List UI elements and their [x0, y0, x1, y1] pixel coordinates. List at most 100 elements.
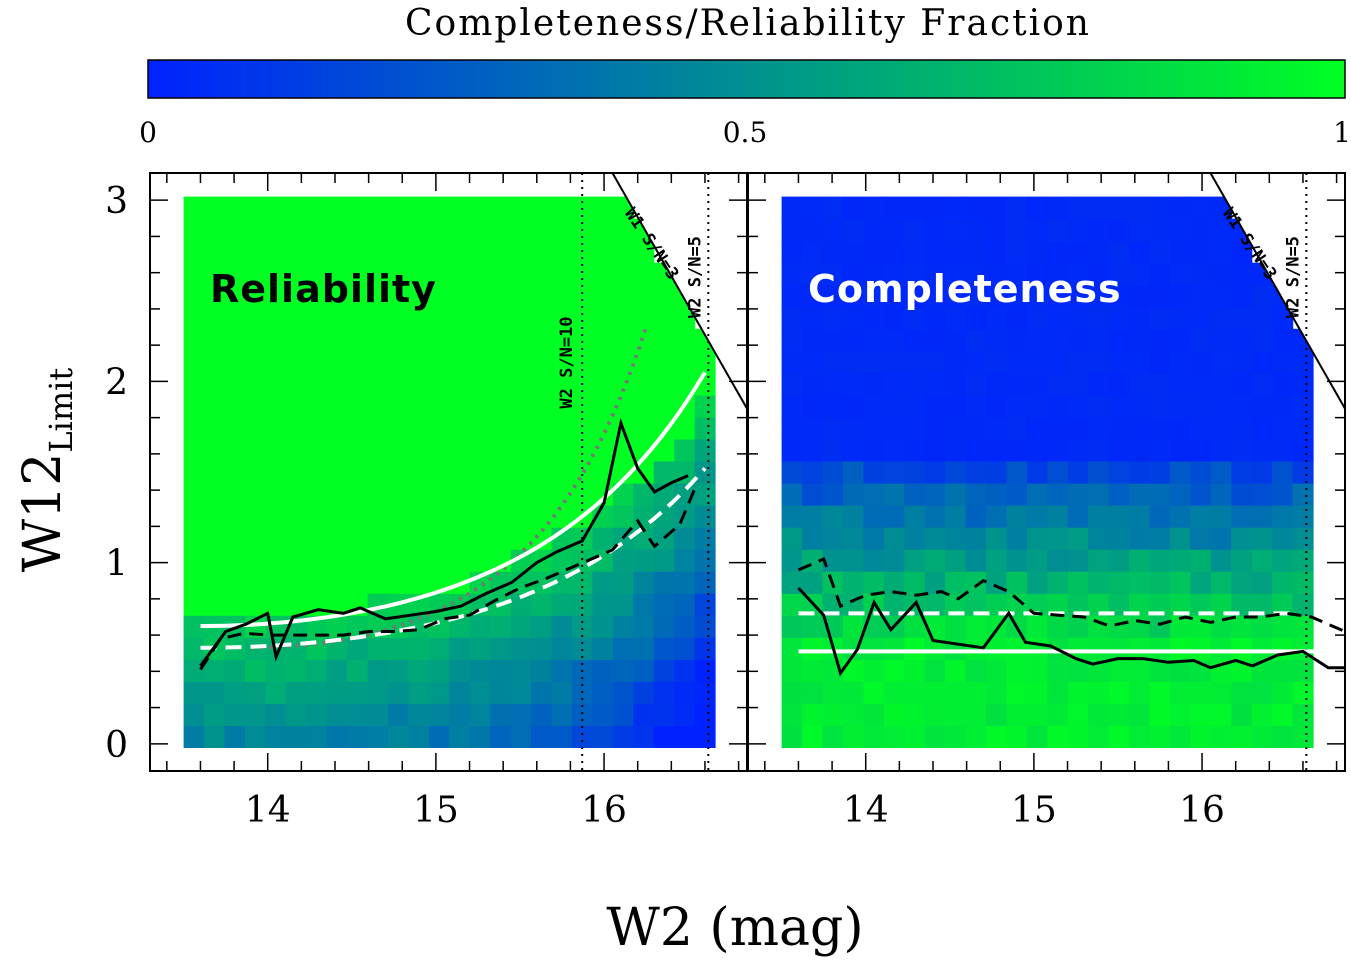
heatmap-cell	[674, 703, 696, 726]
heatmap-cell	[781, 549, 803, 572]
heatmap-cell	[245, 483, 266, 506]
heatmap-cell	[653, 571, 675, 594]
heatmap-cell	[265, 571, 287, 594]
heatmap-cell	[843, 438, 864, 462]
heatmap-cell	[843, 218, 864, 242]
heatmap-cell	[347, 328, 369, 352]
heatmap-cell	[883, 350, 905, 374]
heatmap-cell	[1231, 416, 1253, 440]
heatmap-cell	[428, 218, 450, 242]
heatmap-cell	[965, 350, 987, 374]
heatmap-cell	[245, 703, 266, 726]
heatmap-cell	[347, 659, 369, 682]
heatmap-cell	[183, 350, 205, 374]
heatmap-cell	[285, 306, 307, 330]
heatmap-cell	[1251, 394, 1273, 418]
heatmap-cell	[965, 681, 987, 704]
heatmap-cell	[326, 262, 348, 286]
heatmap-cell	[183, 461, 205, 484]
heatmap-cell	[1292, 483, 1314, 506]
heatmap-cell	[1088, 350, 1110, 374]
heatmap-cell	[285, 196, 307, 220]
heatmap-cell	[1251, 416, 1273, 440]
heatmap-cell	[347, 284, 369, 308]
heatmap-cell	[531, 725, 553, 748]
heatmap-cell	[1231, 240, 1253, 264]
heatmap-cell	[326, 218, 348, 242]
heatmap-cell	[1067, 483, 1089, 506]
heatmap-cell	[1067, 306, 1089, 330]
reliability-label: Reliability	[210, 267, 437, 311]
heatmap-cell	[1067, 416, 1089, 440]
heatmap-cell	[531, 306, 553, 330]
heatmap-cell	[904, 438, 926, 462]
heatmap-cell	[1149, 461, 1171, 484]
heatmap-cell	[1067, 394, 1089, 418]
heatmap-cell	[224, 196, 246, 220]
heatmap-cell	[245, 196, 266, 220]
heatmap-cell	[1006, 549, 1028, 572]
heatmap-cell	[612, 637, 634, 660]
heatmap-cell	[1047, 372, 1069, 396]
heatmap-cell	[904, 372, 926, 396]
heatmap-cell	[224, 527, 246, 550]
heatmap-cell	[802, 483, 824, 506]
dotted-gray-fit	[250, 326, 648, 650]
heatmap-cell	[781, 483, 803, 506]
heatmap-cell	[326, 703, 348, 726]
heatmap-cell	[843, 681, 864, 704]
heatmap-cell	[551, 372, 573, 396]
heatmap-cell	[285, 350, 307, 374]
heatmap-cell	[1129, 416, 1151, 440]
heatmap-cell	[449, 725, 471, 748]
heatmap-cell	[883, 461, 905, 484]
heatmap-cell	[592, 394, 614, 418]
heatmap-cell	[945, 394, 967, 418]
heatmap-cell	[1292, 350, 1314, 374]
heatmap-cell	[863, 461, 885, 484]
heatmap-cell	[1210, 394, 1232, 418]
x-tick-label: 16	[581, 790, 627, 831]
heatmap-cell	[306, 240, 328, 264]
heatmap-cell	[388, 240, 409, 264]
heatmap-cell	[986, 240, 1007, 264]
heatmap-cell	[531, 394, 553, 418]
heatmap-cell	[1170, 483, 1191, 506]
heatmap-cell	[224, 483, 246, 506]
heatmap-cell	[1047, 659, 1069, 682]
heatmap-cell	[653, 703, 675, 726]
heatmap-cell	[347, 196, 369, 220]
heatmap-cell	[490, 306, 512, 330]
heatmap-cell	[822, 461, 844, 484]
heatmap-cell	[1231, 527, 1253, 550]
heatmap-cell	[612, 615, 634, 638]
heatmap-cell	[449, 505, 471, 528]
heatmap-cell	[408, 703, 430, 726]
heatmap-cell	[388, 416, 409, 440]
heatmap-cell	[306, 306, 328, 330]
heatmap-cell	[510, 372, 532, 396]
heatmap-cell	[1170, 394, 1191, 418]
heatmap-cell	[674, 416, 696, 440]
heatmap-cell	[1292, 527, 1314, 550]
heatmap-cell	[1231, 461, 1253, 484]
heatmap-cell	[1251, 527, 1273, 550]
heatmap-cell	[1231, 571, 1253, 594]
heatmap-cell	[1026, 461, 1048, 484]
heatmap-cell	[204, 527, 226, 550]
colorbar-tick-0: 0	[139, 116, 157, 149]
heatmap-cell	[965, 703, 987, 726]
tick-labels: 14 15 16 0 1 2 3 14 15 16	[105, 181, 1225, 831]
heatmap-cell	[883, 483, 905, 506]
heatmap-cell	[531, 372, 553, 396]
heatmap-cell	[1231, 284, 1253, 308]
heatmap-cell	[612, 549, 634, 572]
heatmap-cell	[1026, 306, 1048, 330]
heatmap-cell	[945, 549, 967, 572]
heatmap-cell	[367, 703, 389, 726]
heatmap-cell	[510, 615, 532, 638]
heatmap-cell	[572, 461, 593, 484]
heatmap-cell	[592, 284, 614, 308]
heatmap-cell	[306, 571, 328, 594]
heatmap-cell	[633, 659, 655, 682]
